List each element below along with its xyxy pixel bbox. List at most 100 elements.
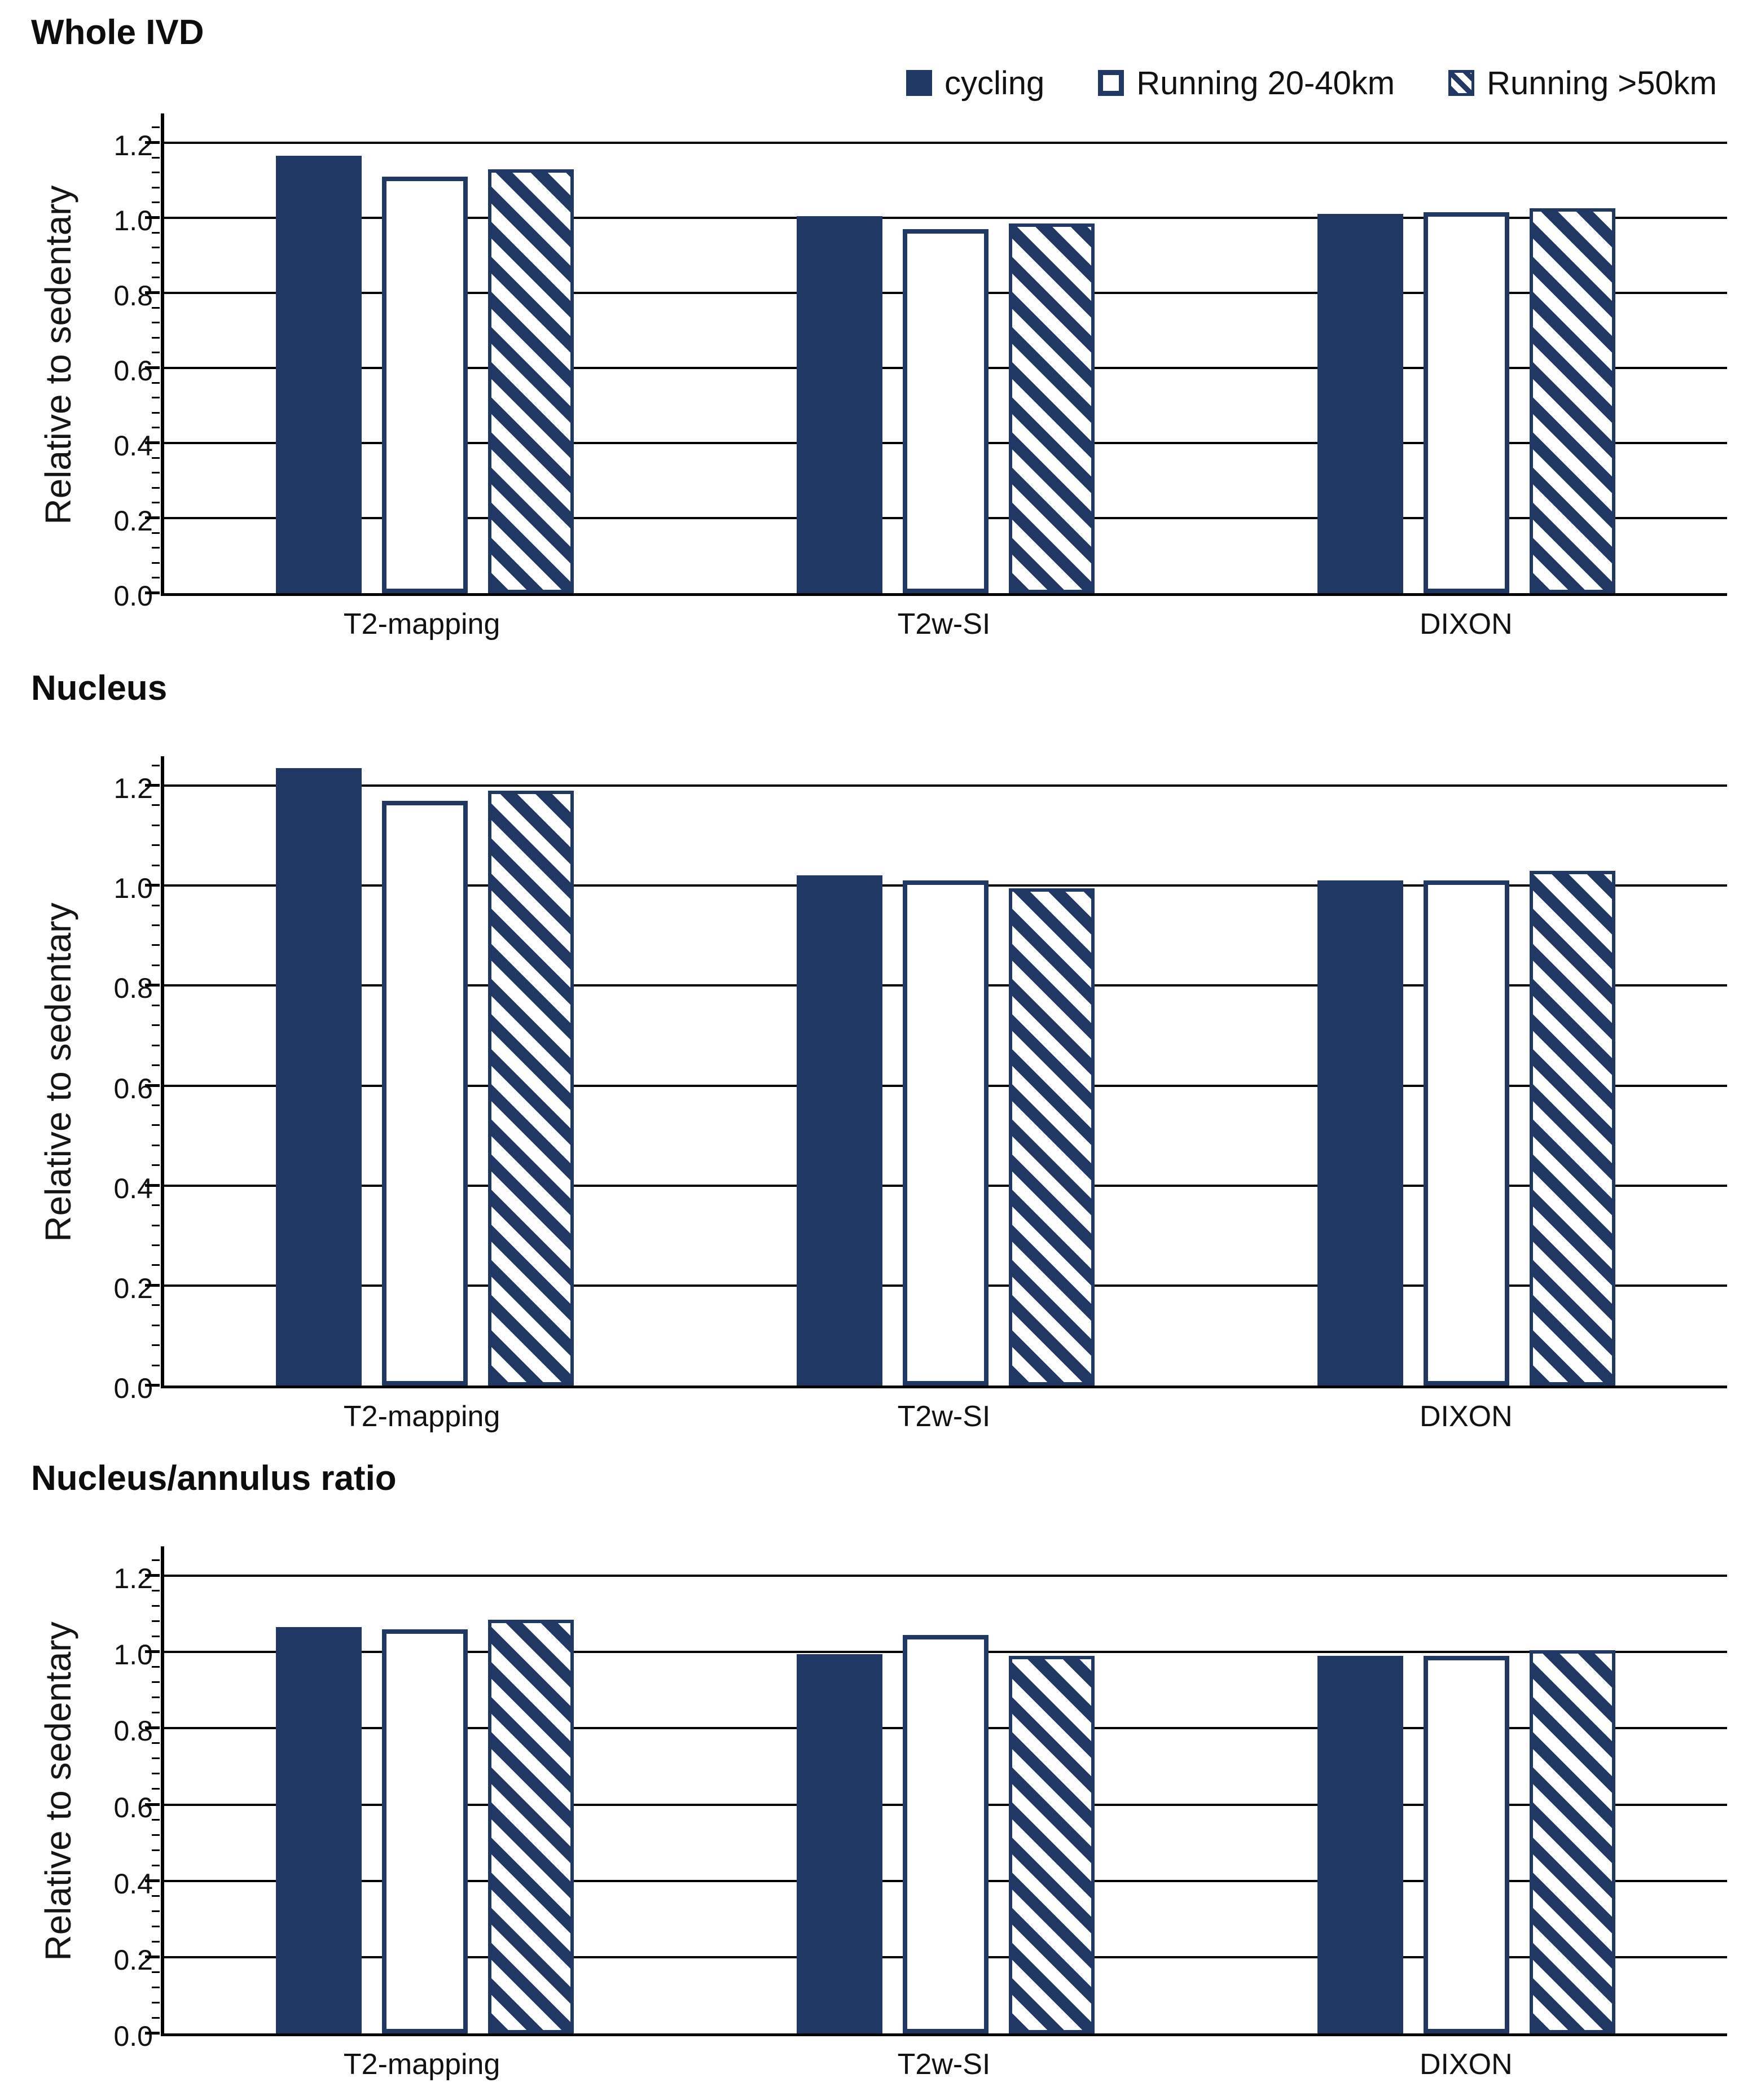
y-axis-minor-tick [152, 1712, 160, 1714]
x-axis-category-label: T2-mapping [343, 608, 500, 641]
plot-area [145, 1546, 1727, 2036]
y-axis-minor-tick [152, 1204, 160, 1207]
y-axis-minor-tick [152, 824, 160, 826]
y-axis-minor-tick [152, 1666, 160, 1668]
y-axis-tick-label: 0.0 [113, 2020, 153, 2052]
y-axis-minor-tick [152, 1004, 160, 1006]
y-axis-minor-tick [152, 352, 160, 354]
legend-label: Running >50km [1487, 64, 1717, 102]
y-axis-tick [145, 784, 160, 787]
y-axis-minor-tick [152, 156, 160, 159]
y-axis-minor-tick [152, 1044, 160, 1046]
bar-solid-T2-mapping [275, 156, 362, 593]
legend-swatch-hatched-icon [1448, 70, 1475, 96]
y-axis-minor-tick [152, 1605, 160, 1607]
y-axis-minor-tick [152, 277, 160, 279]
y-axis-tick [145, 366, 160, 369]
bar-open-DIXON [1424, 212, 1510, 593]
y-axis-tick [145, 1955, 160, 1958]
y-axis-tick-label: 1.0 [113, 1639, 153, 1671]
y-axis-minor-tick [152, 201, 160, 204]
y-axis-tick-label: 1.0 [113, 873, 153, 905]
y-axis-minor-tick [152, 844, 160, 847]
y-axis-minor-tick [152, 1925, 160, 1927]
x-axis-category-label: T2w-SI [897, 1400, 991, 1433]
bar-open-DIXON [1424, 1655, 1510, 2033]
y-axis-tick-label: 0.6 [113, 355, 153, 387]
gridline [164, 142, 1727, 144]
y-axis-minor-tick [152, 382, 160, 384]
y-axis-minor-tick [152, 1849, 160, 1851]
y-axis-minor-tick [152, 1788, 160, 1790]
x-axis-category-label: T2-mapping [343, 1400, 500, 1433]
y-axis-minor-tick [152, 1773, 160, 1775]
y-axis-minor-tick [152, 1264, 160, 1266]
legend-swatch-solid-icon [906, 70, 932, 96]
y-axis-tick-label: 1.0 [113, 205, 153, 236]
bar-hatched-T2w-SI [1009, 888, 1095, 1386]
x-axis-category-label: T2w-SI [897, 2048, 991, 2081]
y-axis-minor-tick [152, 1910, 160, 1912]
y-axis-minor-tick [152, 532, 160, 534]
bar-solid-T2-mapping [275, 768, 362, 1386]
legend-label: cycling [945, 64, 1045, 102]
y-axis-minor-tick [152, 1986, 160, 1988]
y-axis-minor-tick [152, 547, 160, 549]
chart: Nucleus/annulus ratio Relative to sedent… [31, 1458, 1727, 2093]
x-axis-category-label: T2-mapping [343, 2048, 500, 2081]
bar-hatched-DIXON [1530, 208, 1616, 593]
bar-hatched-T2w-SI [1009, 1655, 1095, 2033]
bar-hatched-DIXON [1530, 1650, 1616, 2033]
y-axis-minor-tick [152, 944, 160, 946]
y-axis-tick [145, 1803, 160, 1806]
y-axis-minor-tick [152, 502, 160, 504]
y-axis-minor-tick [152, 427, 160, 429]
y-axis-title: Relative to sedentary [37, 902, 78, 1242]
bar-open-T2-mapping [381, 800, 468, 1386]
x-axis-labels: T2-mapping T2w-SI DIXON [161, 2036, 1727, 2093]
y-axis-tick-label: 0.8 [113, 972, 153, 1005]
x-axis-labels: T2-mapping T2w-SI DIXON [161, 1388, 1727, 1445]
bar-hatched-T2-mapping [487, 169, 574, 593]
y-axis-minor-tick [152, 457, 160, 459]
y-axis-minor-tick [152, 1620, 160, 1623]
y-axis-minor-tick [152, 1164, 160, 1167]
y-axis-minor-tick [152, 1895, 160, 1897]
y-axis-minor-tick [152, 1590, 160, 1592]
gridline [164, 1575, 1727, 1577]
y-axis-minor-tick [152, 1024, 160, 1027]
bar-solid-DIXON [1317, 214, 1404, 593]
y-axis-tick-label: 0.2 [113, 1272, 153, 1304]
bar-solid-T2w-SI [797, 875, 882, 1386]
plot-area [145, 113, 1727, 596]
y-axis-minor-tick [152, 1324, 160, 1326]
bar-hatched-T2-mapping [487, 1619, 574, 2033]
x-axis-category-label: DIXON [1419, 2048, 1513, 2081]
y-axis-minor-tick [152, 186, 160, 188]
y-axis-ticks: 0.0 0.2 0.4 0.6 0.8 1.0 1.2 [85, 1546, 161, 2050]
y-axis-tick [145, 141, 160, 144]
y-axis-minor-tick [152, 1144, 160, 1146]
y-axis-tick [145, 591, 160, 594]
bar-solid-T2w-SI [797, 216, 882, 593]
legend-item-cycling: cycling [906, 64, 1044, 102]
gridline [164, 217, 1727, 219]
y-axis-minor-tick [152, 804, 160, 806]
y-axis-title-column: Relative to sedentary [31, 113, 85, 596]
y-axis-tick-label: 0.6 [113, 1072, 153, 1104]
chart-title: Nucleus/annulus ratio [31, 1459, 397, 1498]
y-axis-minor-tick [152, 1742, 160, 1744]
y-axis-minor-tick [152, 964, 160, 966]
y-axis-tick [145, 1283, 160, 1287]
bar-open-T2w-SI [903, 880, 989, 1386]
y-axis-minor-tick [152, 1224, 160, 1226]
y-axis-tick [145, 1084, 160, 1087]
bar-solid-T2w-SI [797, 1654, 882, 2033]
x-axis-category-label: T2w-SI [897, 608, 991, 641]
y-axis-tick [145, 884, 160, 887]
y-axis-minor-tick [152, 1244, 160, 1246]
y-axis-minor-tick [152, 1681, 160, 1683]
y-axis-tick [145, 1183, 160, 1187]
y-axis-tick-label: 0.8 [113, 1715, 153, 1747]
